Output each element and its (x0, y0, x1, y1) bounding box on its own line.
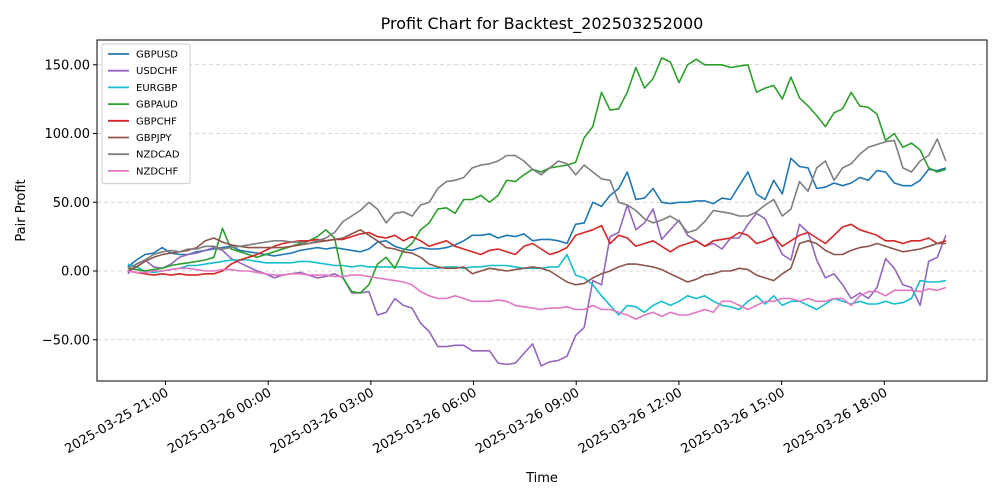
x-axis-title: Time (525, 471, 558, 486)
x-tick-label: 2025-03-26 15:00 (679, 385, 788, 457)
series-line-nzdchf (127, 267, 947, 320)
legend-label: GBPCHF (136, 116, 177, 127)
grid (97, 64, 987, 341)
x-tick-label: 2025-03-26 12:00 (576, 385, 685, 457)
series-lines (127, 57, 947, 367)
legend-label: NZDCAD (136, 150, 180, 161)
series-line-eurgbp (127, 253, 947, 316)
y-tick-label: 100.00 (45, 127, 91, 142)
x-tick-label: 2025-03-26 06:00 (371, 385, 480, 457)
legend-label: NZDCHF (136, 166, 179, 177)
y-tick-label: 50.00 (53, 196, 90, 211)
y-axis: −50.00 0.00 50.00 100.00 150.00 (42, 58, 97, 348)
x-tick-label: 2025-03-26 00:00 (165, 385, 274, 457)
chart-title: Profit Chart for Backtest_202503252000 (381, 14, 704, 34)
y-tick-label: 150.00 (45, 58, 91, 73)
legend-label: GBPAUD (136, 100, 178, 111)
legend-label: GBPUSD (136, 50, 178, 61)
x-tick-label: 2025-03-25 21:00 (63, 385, 172, 457)
legend-label: USDCHF (136, 66, 178, 77)
x-tick-label: 2025-03-26 03:00 (268, 385, 377, 457)
legend-label: EURGBP (136, 83, 177, 94)
x-tick-label: 2025-03-26 09:00 (473, 385, 582, 457)
y-tick-label: 0.00 (61, 265, 90, 280)
legend-label: GBPJPY (136, 133, 172, 144)
y-tick-label: −50.00 (42, 333, 90, 348)
series-line-gbpjpy (127, 229, 946, 286)
series-line-gbpaud (127, 57, 947, 294)
x-tick-label: 2025-03-26 18:00 (781, 385, 890, 457)
series-line-usdchf (127, 204, 947, 367)
plot-frame (96, 39, 988, 382)
series-line-gbpchf (127, 223, 947, 276)
legend-box (101, 43, 191, 185)
series-line-nzdcad (127, 138, 947, 270)
series-line-gbpusd (127, 157, 947, 268)
y-axis-title: Pair Profit (14, 179, 29, 241)
legend: GBPUSD USDCHF EURGBP GBPAUD GBPCHF GBPJPY NZDC… (101, 43, 191, 185)
